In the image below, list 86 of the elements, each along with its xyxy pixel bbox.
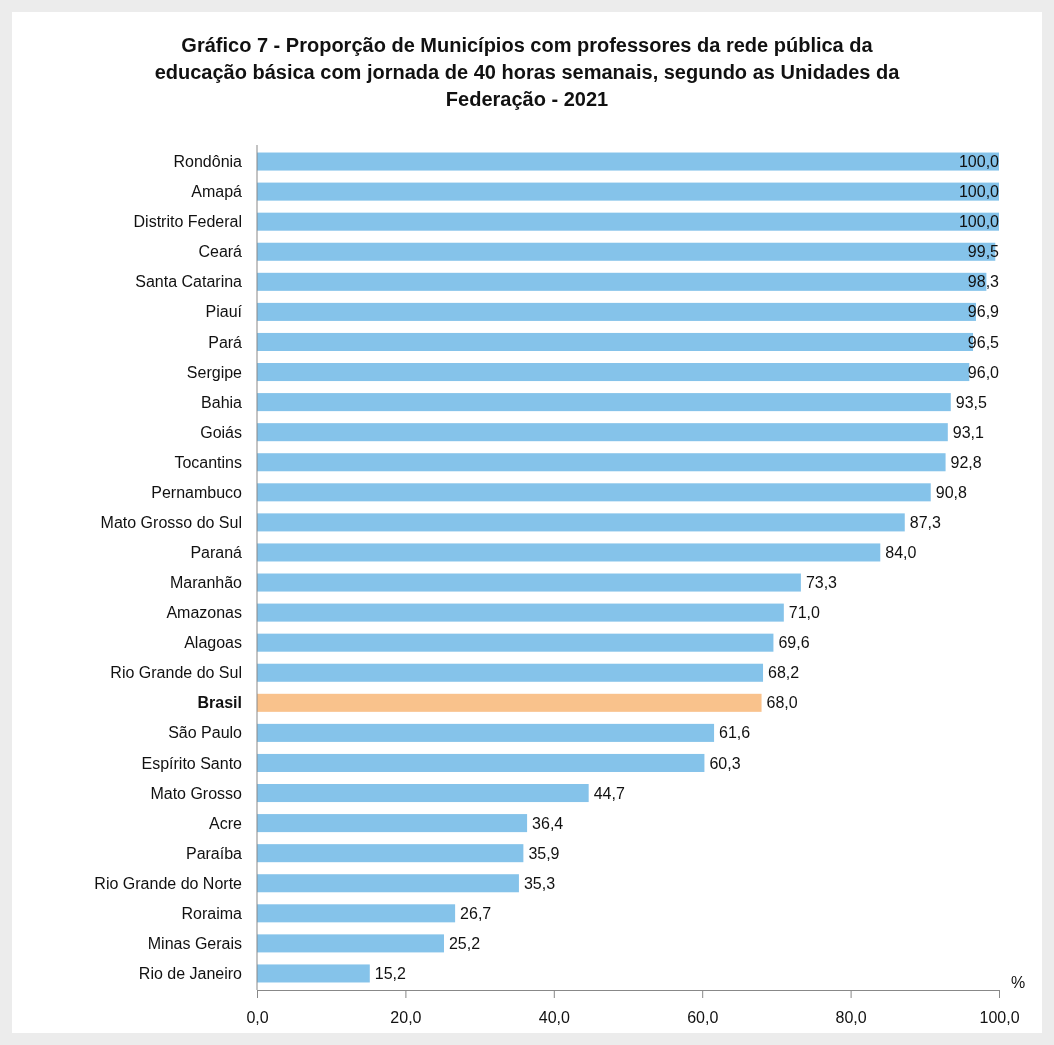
bar (257, 573, 801, 592)
data-label: 73,3 (805, 574, 838, 592)
y-tick-label: Espírito Santo (141, 754, 243, 772)
bar (257, 393, 951, 412)
bar (257, 423, 948, 442)
bar (257, 814, 528, 833)
data-label: 87,3 (909, 513, 942, 531)
x-tick-label: 60,0 (687, 1009, 719, 1027)
y-tick-label: Distrito Federal (133, 213, 242, 231)
bar (257, 453, 946, 472)
bar (257, 753, 705, 772)
bar (257, 723, 715, 742)
y-tick-label: Piauí (205, 303, 243, 321)
data-label: 25,2 (448, 934, 481, 952)
y-tick-label: Minas Gerais (147, 934, 242, 952)
data-label: 90,8 (935, 483, 967, 501)
bar (257, 513, 905, 532)
bar (257, 693, 762, 712)
y-tick-label: Tocantins (174, 453, 242, 471)
y-tick-label: Roraima (181, 904, 243, 922)
bar (257, 904, 456, 923)
y-tick-label: Pará (208, 333, 243, 351)
y-tick-label: Mato Grosso (150, 784, 243, 802)
data-label: 68,0 (766, 694, 798, 712)
y-tick-label: Mato Grosso do Sul (100, 513, 242, 531)
y-tick-label: Ceará (198, 243, 243, 261)
data-label: 96,0 (967, 363, 1000, 381)
data-label: 60,3 (709, 754, 741, 772)
x-axis-title: % (1010, 974, 1026, 991)
data-label: 15,2 (374, 965, 407, 983)
y-tick-label: Rio Grande do Norte (94, 874, 243, 892)
data-label: 44,7 (593, 784, 625, 802)
bar (257, 212, 999, 231)
y-tick-label: Santa Catarina (135, 273, 243, 291)
y-tick-label: Acre (209, 814, 243, 832)
bar (257, 844, 524, 863)
data-label: 26,7 (460, 904, 492, 922)
x-tick-label: 40,0 (538, 1009, 570, 1027)
x-tick-label: 100,0 (979, 1009, 1020, 1027)
chart-title: Gráfico 7 - Proporção de Municípios com professores da rede pública da educação básica com jornada de 40 horas semanais, segundo as Unidades da Federação - 2021 (154, 34, 901, 110)
data-label: 93,5 (955, 393, 988, 411)
data-label: 100,0 (958, 153, 1000, 171)
data-label: 96,9 (967, 303, 1000, 321)
y-tick-label: Bahia (201, 393, 243, 411)
y-tick-label: São Paulo (168, 724, 243, 742)
y-tick-label: Amapá (191, 183, 243, 201)
data-label: 61,6 (719, 724, 751, 742)
bar (257, 543, 881, 562)
bar (257, 874, 519, 893)
bar (257, 363, 970, 382)
bar (257, 182, 999, 201)
y-tick-label: Brasil (197, 694, 242, 712)
x-tick-label: 80,0 (835, 1009, 867, 1027)
y-tick-label: Amazonas (166, 604, 242, 622)
bar (257, 603, 784, 622)
data-label: 100,0 (958, 183, 1000, 201)
bar (257, 152, 999, 171)
data-label: 71,0 (788, 604, 821, 622)
bar (257, 663, 764, 682)
y-tick-label: Sergipe (186, 363, 243, 381)
y-tick-label: Pernambuco (151, 483, 243, 501)
data-label: 68,2 (768, 664, 800, 682)
data-label: 92,8 (950, 453, 982, 471)
y-tick-label: Paraíba (185, 844, 243, 862)
y-tick-label: Maranhão (169, 574, 243, 592)
bar (257, 483, 931, 502)
data-label: 35,9 (528, 844, 560, 862)
bar (257, 784, 589, 803)
y-tick-label: Alagoas (184, 634, 242, 652)
data-label: 36,4 (532, 814, 564, 832)
data-label: 69,6 (778, 634, 810, 652)
y-tick-label: Rio Grande do Sul (110, 664, 242, 682)
data-label: 84,0 (885, 544, 917, 562)
y-tick-label: Goiás (200, 423, 242, 441)
y-tick-label: Paraná (190, 544, 243, 562)
x-tick-label: 0,0 (246, 1009, 269, 1027)
data-label: 35,3 (523, 874, 556, 892)
data-label: 96,5 (967, 333, 1000, 351)
y-tick-label: Rio de Janeiro (138, 965, 243, 983)
x-tick-label: 20,0 (390, 1009, 422, 1027)
data-label: 93,1 (952, 423, 985, 441)
bar (257, 633, 774, 652)
bar (257, 934, 444, 953)
data-label: 100,0 (958, 213, 1000, 231)
bar (257, 964, 370, 983)
y-tick-label: Rondônia (173, 153, 243, 171)
